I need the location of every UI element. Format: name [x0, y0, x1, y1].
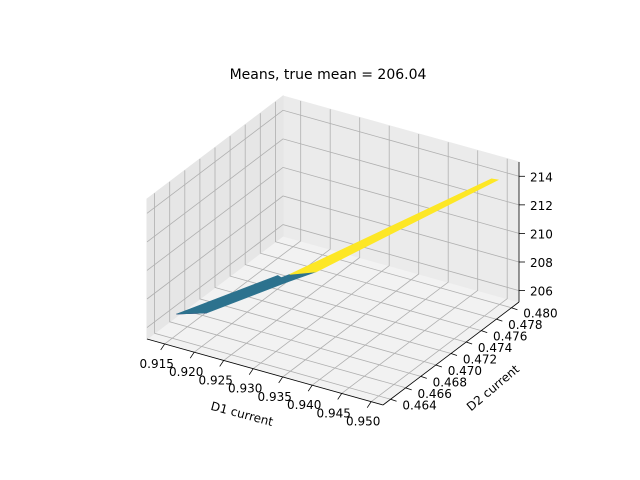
- y-tick-label: 0.464: [402, 398, 436, 412]
- z-gridline: [146, 138, 520, 243]
- x-tick-mark: [366, 401, 372, 408]
- x-gridline: [282, 134, 420, 378]
- x-tick-label: 0.935: [258, 390, 292, 404]
- x-axis-line: [146, 338, 384, 406]
- y-tick-mark: [450, 353, 458, 356]
- z-gridline: [146, 166, 520, 271]
- y-tick-mark: [420, 376, 427, 379]
- x-tick-mark: [160, 343, 166, 351]
- x-gridline: [370, 158, 508, 403]
- x-tick-label: 0.915: [140, 357, 174, 371]
- z-tick-label: 212: [530, 199, 553, 213]
- y-tick-label: 0.474: [478, 341, 512, 355]
- x-tick-label: 0.945: [317, 406, 351, 420]
- y-gridline: [274, 101, 512, 309]
- y-tick-label: 0.472: [463, 353, 497, 367]
- y-gridline: [214, 147, 452, 354]
- z-gridline: [146, 195, 520, 300]
- y-gridline: [184, 170, 421, 377]
- y-gridline: [244, 124, 482, 331]
- y-tick-label: 0.470: [448, 364, 482, 378]
- y-tick-mark: [481, 330, 488, 333]
- x-tick-label: 0.920: [169, 365, 203, 379]
- y-tick-label: 0.468: [433, 375, 467, 389]
- z-tick-label: 214: [530, 170, 553, 184]
- x-tick-label: 0.925: [199, 373, 233, 387]
- chart-title: Means, true mean = 206.04: [230, 67, 427, 83]
- x-tick-label: 0.930: [228, 382, 262, 396]
- x-tick-label: 0.940: [287, 398, 321, 412]
- x-tick-mark: [189, 351, 195, 359]
- y-gridline: [169, 181, 406, 389]
- z-tick-label: 206: [530, 285, 553, 299]
- z-tick-label: 210: [530, 227, 553, 241]
- x-gridline: [252, 125, 390, 370]
- x-gridline: [311, 142, 449, 386]
- x-tick-mark: [219, 360, 225, 367]
- y-tick-label: 0.466: [417, 387, 451, 401]
- y-gridline: [154, 193, 391, 400]
- y-tick-mark: [511, 307, 518, 311]
- y-gridline: [259, 113, 497, 320]
- y-tick-label: 0.476: [493, 330, 527, 344]
- y-tick-mark: [496, 318, 503, 322]
- x-gridline: [193, 109, 331, 353]
- y-tick-mark: [465, 341, 473, 345]
- gridlines: [146, 100, 520, 403]
- tick-labels: 0.9150.9200.9250.9300.9350.9400.9450.950…: [140, 170, 558, 428]
- x-tick-mark: [248, 368, 254, 375]
- y-tick-label: 0.478: [508, 318, 542, 332]
- z-gridline: [146, 109, 520, 214]
- x-tick-mark: [337, 393, 343, 400]
- x-tick-label: 0.950: [346, 415, 380, 429]
- y-tick-mark: [405, 387, 412, 391]
- y-gridline: [229, 136, 467, 343]
- axes: [146, 162, 525, 408]
- surface: [176, 178, 500, 315]
- y-gridline: [199, 158, 437, 366]
- z-tick-label: 208: [530, 256, 553, 270]
- x-gridline: [223, 117, 361, 361]
- x-tick-mark: [278, 376, 284, 384]
- surface-patch: [289, 178, 500, 275]
- y-tick-mark: [390, 398, 397, 402]
- y-tick-label: 0.480: [523, 307, 557, 321]
- y-tick-mark: [435, 364, 443, 368]
- x-tick-mark: [307, 384, 313, 392]
- x-gridline: [341, 150, 479, 394]
- z-gridline: [146, 224, 520, 328]
